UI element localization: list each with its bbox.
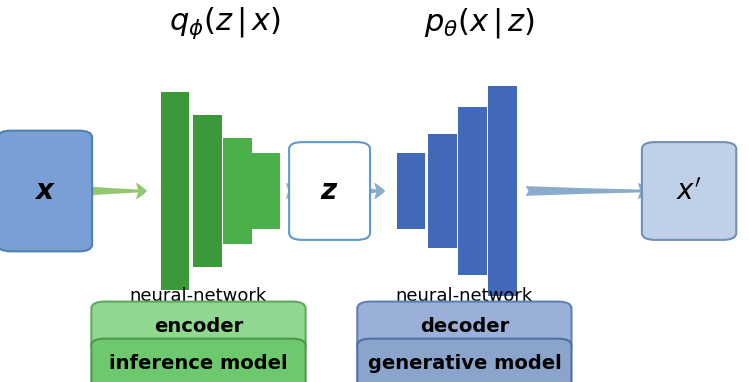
FancyBboxPatch shape — [357, 302, 571, 351]
Text: neural-network: neural-network — [395, 287, 533, 305]
Text: inference model: inference model — [109, 354, 288, 373]
Text: decoder: decoder — [419, 317, 509, 336]
Text: generative model: generative model — [368, 354, 561, 373]
FancyBboxPatch shape — [161, 92, 189, 290]
FancyBboxPatch shape — [458, 107, 487, 275]
FancyBboxPatch shape — [0, 131, 92, 251]
Text: $q_{\phi}(z\,|\,x)$: $q_{\phi}(z\,|\,x)$ — [169, 5, 281, 40]
Text: $\boldsymbol{x}$: $\boldsymbol{x}$ — [34, 177, 56, 205]
FancyBboxPatch shape — [91, 338, 306, 382]
FancyBboxPatch shape — [428, 134, 457, 248]
Text: $\boldsymbol{x^{\prime}}$: $\boldsymbol{x^{\prime}}$ — [676, 177, 702, 205]
Text: encoder: encoder — [154, 317, 243, 336]
Text: $p_{\theta}(x\,|\,z)$: $p_{\theta}(x\,|\,z)$ — [424, 6, 535, 40]
FancyBboxPatch shape — [193, 115, 222, 267]
FancyBboxPatch shape — [91, 302, 306, 351]
FancyBboxPatch shape — [357, 338, 571, 382]
FancyBboxPatch shape — [488, 86, 517, 296]
FancyBboxPatch shape — [289, 142, 370, 240]
FancyBboxPatch shape — [252, 153, 280, 229]
FancyBboxPatch shape — [223, 138, 252, 244]
Text: $\boldsymbol{z}$: $\boldsymbol{z}$ — [321, 177, 339, 205]
FancyBboxPatch shape — [397, 153, 425, 229]
FancyBboxPatch shape — [642, 142, 736, 240]
Text: neural-network: neural-network — [130, 287, 267, 305]
